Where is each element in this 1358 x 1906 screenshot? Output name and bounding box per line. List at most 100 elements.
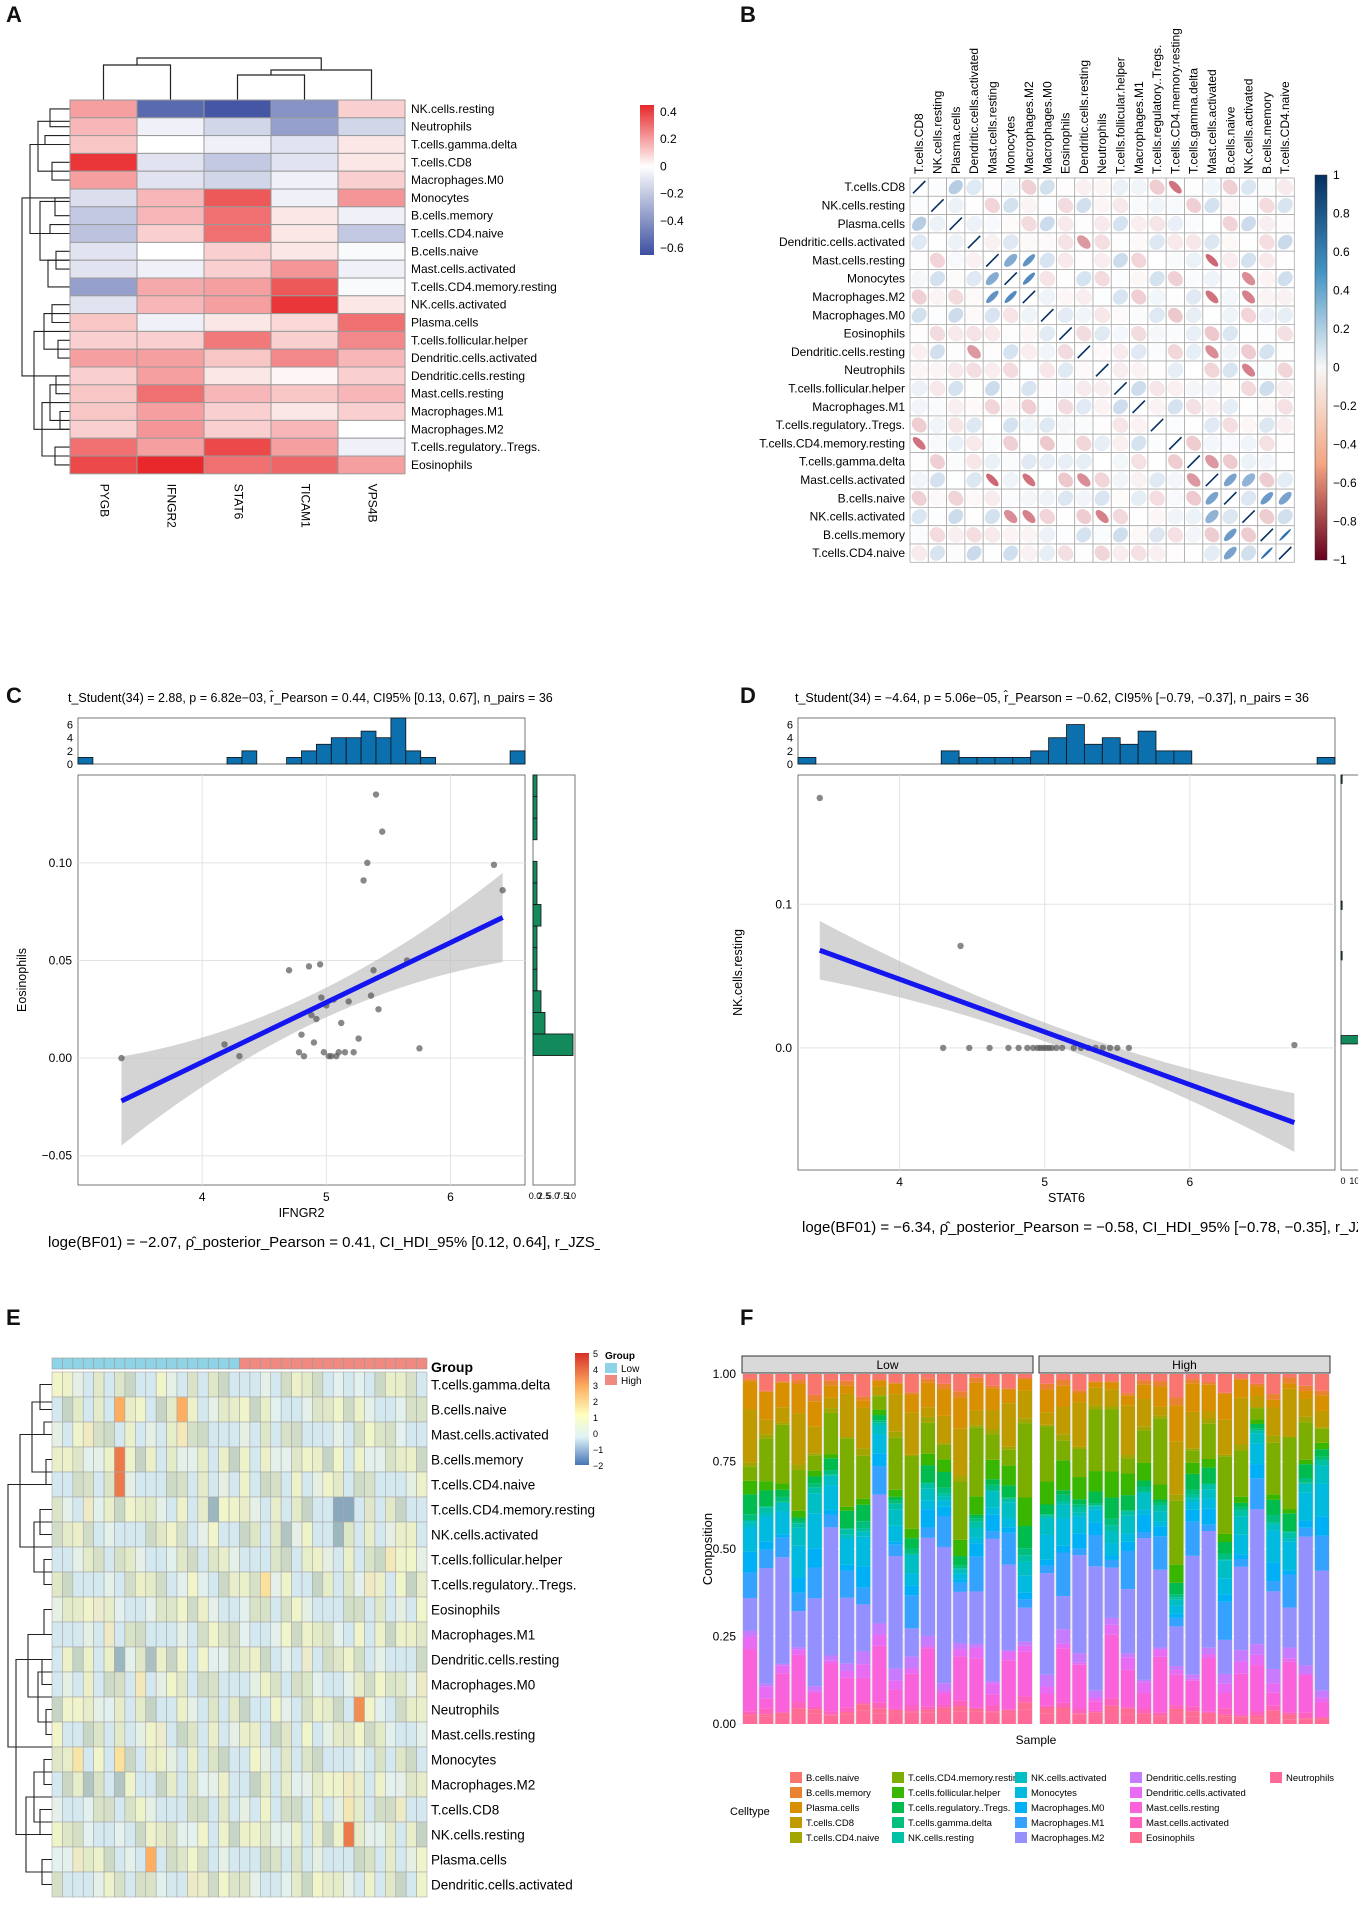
- stack-segment: [953, 1649, 968, 1657]
- stack-segment: [1001, 1649, 1016, 1652]
- row-label: B.cells.naive: [431, 1403, 507, 1418]
- heatmap-cell: [145, 1621, 157, 1648]
- row-label: T.cells.CD4.naive: [411, 227, 504, 241]
- heatmap-cell: [249, 1546, 261, 1573]
- stack-segment: [807, 1487, 822, 1494]
- heatmap-cell: [385, 1421, 397, 1448]
- heatmap-cell: [145, 1721, 157, 1748]
- heatmap-cell: [145, 1596, 157, 1623]
- corr-ellipse: [1002, 398, 1019, 415]
- stack-segment: [1282, 1714, 1297, 1720]
- heatmap-cell: [374, 1546, 386, 1573]
- dendro-branch: [39, 200, 70, 261]
- stack-segment: [904, 1656, 919, 1669]
- heatmap-cell: [353, 1746, 365, 1773]
- row-label: Mast.cells.resting: [431, 1728, 535, 1743]
- heatmap-cell: [155, 1546, 167, 1573]
- stack-segment: [1266, 1399, 1281, 1408]
- corr-ellipse: [1241, 473, 1256, 487]
- heatmap-cell: [114, 1771, 126, 1798]
- heatmap-cell: [69, 277, 138, 297]
- stack-segment: [1298, 1492, 1313, 1521]
- corr-ellipse: [1222, 270, 1239, 287]
- heatmap-cell: [176, 1471, 188, 1498]
- heatmap-cell: [385, 1496, 397, 1523]
- corr-ellipse: [1112, 307, 1129, 324]
- heatmap-cell: [291, 1646, 303, 1673]
- heatmap-cell: [62, 1421, 74, 1448]
- corr-diagonal: [1077, 345, 1091, 359]
- group-cell: [145, 1357, 157, 1370]
- heatmap-cell: [228, 1546, 240, 1573]
- row-label: NK.cells.resting: [411, 102, 494, 116]
- column-label: IFNGR2: [164, 484, 178, 528]
- corr-ellipse: [911, 471, 928, 488]
- row-label: T.cells.CD4.memory.resting: [759, 436, 905, 450]
- heatmap-cell: [228, 1421, 240, 1448]
- corr-ellipse: [1075, 179, 1092, 196]
- stack-segment: [872, 1422, 887, 1425]
- stack-segment: [823, 1475, 838, 1486]
- legend-group-title: Group: [605, 1351, 635, 1362]
- heatmap-cell: [103, 1796, 115, 1823]
- corr-diagonal: [1095, 363, 1109, 377]
- heatmap-cell: [114, 1871, 126, 1898]
- row-label: Eosinophils: [411, 458, 472, 472]
- heatmap-cell: [145, 1846, 157, 1873]
- stack-segment: [1088, 1405, 1103, 1410]
- heatmap-cell: [218, 1396, 230, 1423]
- heatmap-cell: [93, 1821, 105, 1848]
- heatmap-cell: [155, 1846, 167, 1873]
- corr-diagonal: [985, 253, 1000, 268]
- heatmap-cell: [353, 1496, 365, 1523]
- stack-segment: [969, 1644, 984, 1648]
- corr-ellipse: [1076, 435, 1092, 451]
- stack-segment: [1201, 1410, 1216, 1419]
- heatmap-cell: [337, 402, 406, 421]
- heatmap-cell: [239, 1596, 251, 1623]
- stack-segment: [1153, 1415, 1168, 1419]
- heatmap-cell: [93, 1771, 105, 1798]
- stack-segment: [1001, 1660, 1016, 1710]
- corr-ellipse: [1112, 233, 1129, 251]
- stack-segment: [1201, 1654, 1216, 1658]
- heatmap-cell: [301, 1771, 313, 1798]
- stack-segment: [1040, 1707, 1055, 1714]
- stack-segment: [743, 1526, 758, 1552]
- heatmap-cell: [260, 1646, 272, 1673]
- legend-label: Eosinophils: [1146, 1833, 1195, 1844]
- stack-segment: [1104, 1624, 1119, 1635]
- stack-segment: [937, 1383, 952, 1390]
- stack-segment: [1088, 1701, 1103, 1711]
- heatmap-cell: [82, 1671, 94, 1698]
- corr-ellipse: [1185, 178, 1202, 196]
- legend-tick: −0.6: [1333, 476, 1357, 490]
- stack-segment: [1017, 1641, 1032, 1646]
- heatmap-cell: [135, 1746, 147, 1773]
- stack-segment: [888, 1509, 903, 1526]
- dendro-branch: [136, 57, 322, 70]
- corr-ellipse: [947, 526, 964, 543]
- heatmap-cell: [72, 1521, 84, 1548]
- corr-ellipse: [1039, 453, 1056, 470]
- heatmap-cell: [93, 1671, 105, 1698]
- stack-segment: [937, 1500, 952, 1507]
- corr-ellipse: [1167, 252, 1184, 269]
- corr-ellipse: [1258, 288, 1275, 306]
- heatmap-cell: [145, 1671, 157, 1698]
- stack-segment: [1001, 1527, 1016, 1533]
- heatmap-cell: [270, 1546, 282, 1573]
- legend-tick: −0.6: [660, 241, 684, 255]
- heatmap-cell: [187, 1846, 199, 1873]
- heatmap-cell: [353, 1471, 365, 1498]
- heatmap-cell: [187, 1471, 199, 1498]
- legend-swatch: [1015, 1832, 1027, 1843]
- heatmap-cell: [291, 1396, 303, 1423]
- heatmap-cell: [51, 1771, 63, 1798]
- stack-segment: [1120, 1405, 1135, 1455]
- heatmap-cell: [218, 1846, 230, 1873]
- heatmap-cell: [103, 1396, 115, 1423]
- legend-swatch: [790, 1787, 802, 1798]
- heatmap-cell: [343, 1821, 355, 1848]
- heatmap-cell: [337, 241, 406, 261]
